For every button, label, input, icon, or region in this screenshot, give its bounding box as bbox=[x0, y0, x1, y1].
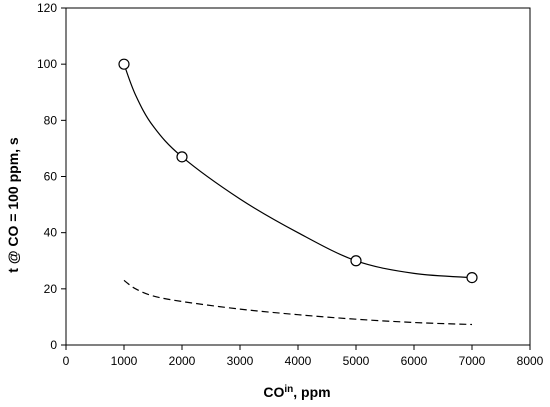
dashed-series-line bbox=[123, 279, 473, 326]
x-tick-label: 7000 bbox=[459, 354, 486, 368]
x-tick-label: 1000 bbox=[111, 354, 138, 368]
y-tick-label: 0 bbox=[50, 338, 57, 352]
plot-area: 0 1000 2000 3000 4000 5000 6000 7000 8000 0 20 40 60… bbox=[37, 1, 544, 368]
x-tick-label: 5000 bbox=[343, 354, 370, 368]
data-point-marker bbox=[176, 151, 188, 163]
y-tick-label: 120 bbox=[37, 1, 57, 15]
plot-frame bbox=[65, 7, 531, 346]
x-tick-label: 3000 bbox=[227, 354, 254, 368]
data-point-marker bbox=[350, 255, 362, 267]
x-tick-label: 8000 bbox=[517, 354, 544, 368]
x-tick-label: 2000 bbox=[169, 354, 196, 368]
x-axis-title-sup: in bbox=[284, 384, 293, 395]
y-tick-label: 60 bbox=[44, 170, 58, 184]
y-tick-label: 100 bbox=[37, 57, 57, 71]
y-tick-label: 40 bbox=[44, 226, 58, 240]
y-tick-label: 20 bbox=[44, 282, 58, 296]
data-point-marker bbox=[118, 58, 130, 70]
y-axis-title: t @ CO = 100 ppm, s bbox=[5, 137, 21, 273]
data-point-marker bbox=[466, 272, 478, 284]
x-axis-title-suffix: , ppm bbox=[293, 384, 330, 400]
x-tick-label: 6000 bbox=[401, 354, 428, 368]
y-tick-label: 80 bbox=[44, 113, 58, 127]
x-axis-title-base: CO bbox=[263, 384, 284, 400]
solid-series-line bbox=[123, 63, 473, 279]
x-tick-label: 4000 bbox=[285, 354, 312, 368]
x-tick-label: 0 bbox=[63, 354, 70, 368]
x-axis-title: COin, ppm bbox=[263, 384, 330, 401]
